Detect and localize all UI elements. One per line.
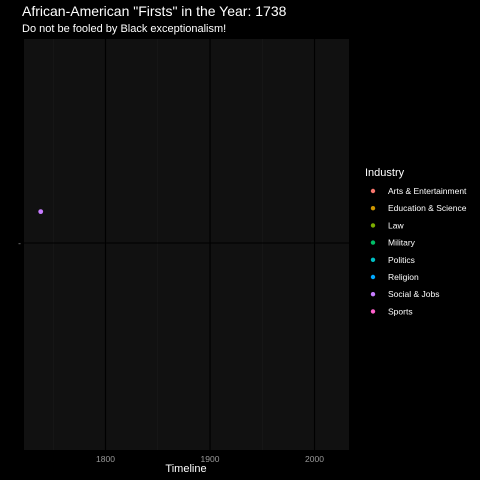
legend-swatch bbox=[370, 309, 376, 314]
data-points bbox=[38, 209, 44, 215]
legend-swatch bbox=[370, 223, 376, 228]
legend-swatch bbox=[370, 240, 376, 245]
legend-label: Politics bbox=[388, 255, 415, 265]
legend-label: Religion bbox=[388, 272, 419, 282]
legend-swatch bbox=[370, 188, 376, 194]
plot-panel bbox=[24, 39, 349, 450]
legend-label: Arts & Entertainment bbox=[388, 186, 467, 196]
x-tick-label: 1800 bbox=[96, 454, 115, 464]
x-tick-label: 1900 bbox=[201, 454, 220, 464]
data-point bbox=[38, 209, 44, 215]
legend-label: Law bbox=[388, 220, 404, 230]
legend: Industry Arts & Entertainment Education &… bbox=[365, 167, 467, 316]
legend-swatch bbox=[370, 257, 376, 262]
legend-title: Industry bbox=[365, 167, 405, 179]
legend-label: Education & Science bbox=[388, 203, 467, 213]
legend-swatch bbox=[370, 292, 376, 297]
chart-subtitle: Do not be fooled by Black exceptionalism… bbox=[22, 23, 226, 35]
legend-swatch bbox=[370, 206, 376, 211]
legend-swatch bbox=[370, 274, 376, 280]
y-tick-label: - bbox=[18, 238, 21, 248]
legend-label: Military bbox=[388, 238, 416, 248]
chart-title: African-American "Firsts" in the Year: 1… bbox=[22, 3, 287, 19]
legend-label: Sports bbox=[388, 306, 413, 316]
x-tick-label: 2000 bbox=[305, 454, 324, 464]
legend-label: Social & Jobs bbox=[388, 289, 440, 299]
x-axis-title: Timeline bbox=[165, 463, 206, 475]
x-axis-ticks: 1800 1900 2000 bbox=[96, 454, 324, 464]
plot-panel-background bbox=[24, 39, 349, 450]
grid-lines bbox=[52, 39, 316, 450]
